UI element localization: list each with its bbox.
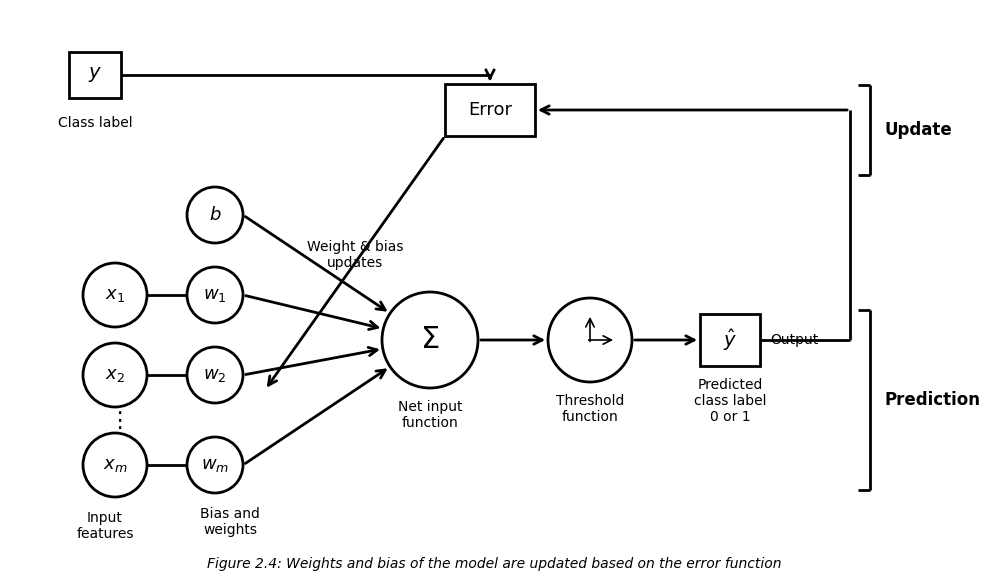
Circle shape [548, 298, 632, 382]
Text: $w_m$: $w_m$ [201, 456, 229, 474]
Text: $\vdots$: $\vdots$ [108, 409, 122, 431]
Circle shape [83, 433, 147, 497]
Text: $b$: $b$ [209, 206, 222, 224]
Text: $x_2$: $x_2$ [105, 366, 125, 384]
Text: Threshold
function: Threshold function [556, 394, 624, 424]
Text: Output: Output [770, 333, 818, 347]
Circle shape [187, 267, 243, 323]
Text: $w_1$: $w_1$ [203, 286, 226, 304]
Text: $w_2$: $w_2$ [204, 366, 226, 384]
Bar [445, 84, 535, 136]
Text: Net input
function: Net input function [398, 400, 462, 430]
Circle shape [187, 437, 243, 493]
Text: Predicted
class label
0 or 1: Predicted class label 0 or 1 [693, 378, 766, 424]
Text: Error: Error [468, 101, 512, 119]
Bar [700, 314, 760, 366]
Text: $\Sigma$: $\Sigma$ [420, 325, 440, 355]
Circle shape [382, 292, 478, 388]
Circle shape [83, 343, 147, 407]
Text: Prediction: Prediction [885, 391, 981, 409]
Circle shape [83, 263, 147, 327]
Text: $x_m$: $x_m$ [103, 456, 128, 474]
Text: $y$: $y$ [88, 66, 102, 84]
Text: $\hat{y}$: $\hat{y}$ [723, 327, 737, 353]
Bar [69, 52, 121, 98]
Text: Class label: Class label [57, 116, 133, 130]
Circle shape [187, 347, 243, 403]
Text: $x_1$: $x_1$ [105, 286, 125, 304]
Text: Input
features: Input features [76, 511, 134, 541]
Circle shape [187, 187, 243, 243]
Text: Figure 2.4: Weights and bias of the model are updated based on the error functio: Figure 2.4: Weights and bias of the mode… [208, 557, 781, 571]
Text: Bias and
weights: Bias and weights [200, 507, 260, 537]
Text: Weight & bias
updates: Weight & bias updates [307, 240, 404, 270]
Text: Update: Update [885, 121, 952, 139]
